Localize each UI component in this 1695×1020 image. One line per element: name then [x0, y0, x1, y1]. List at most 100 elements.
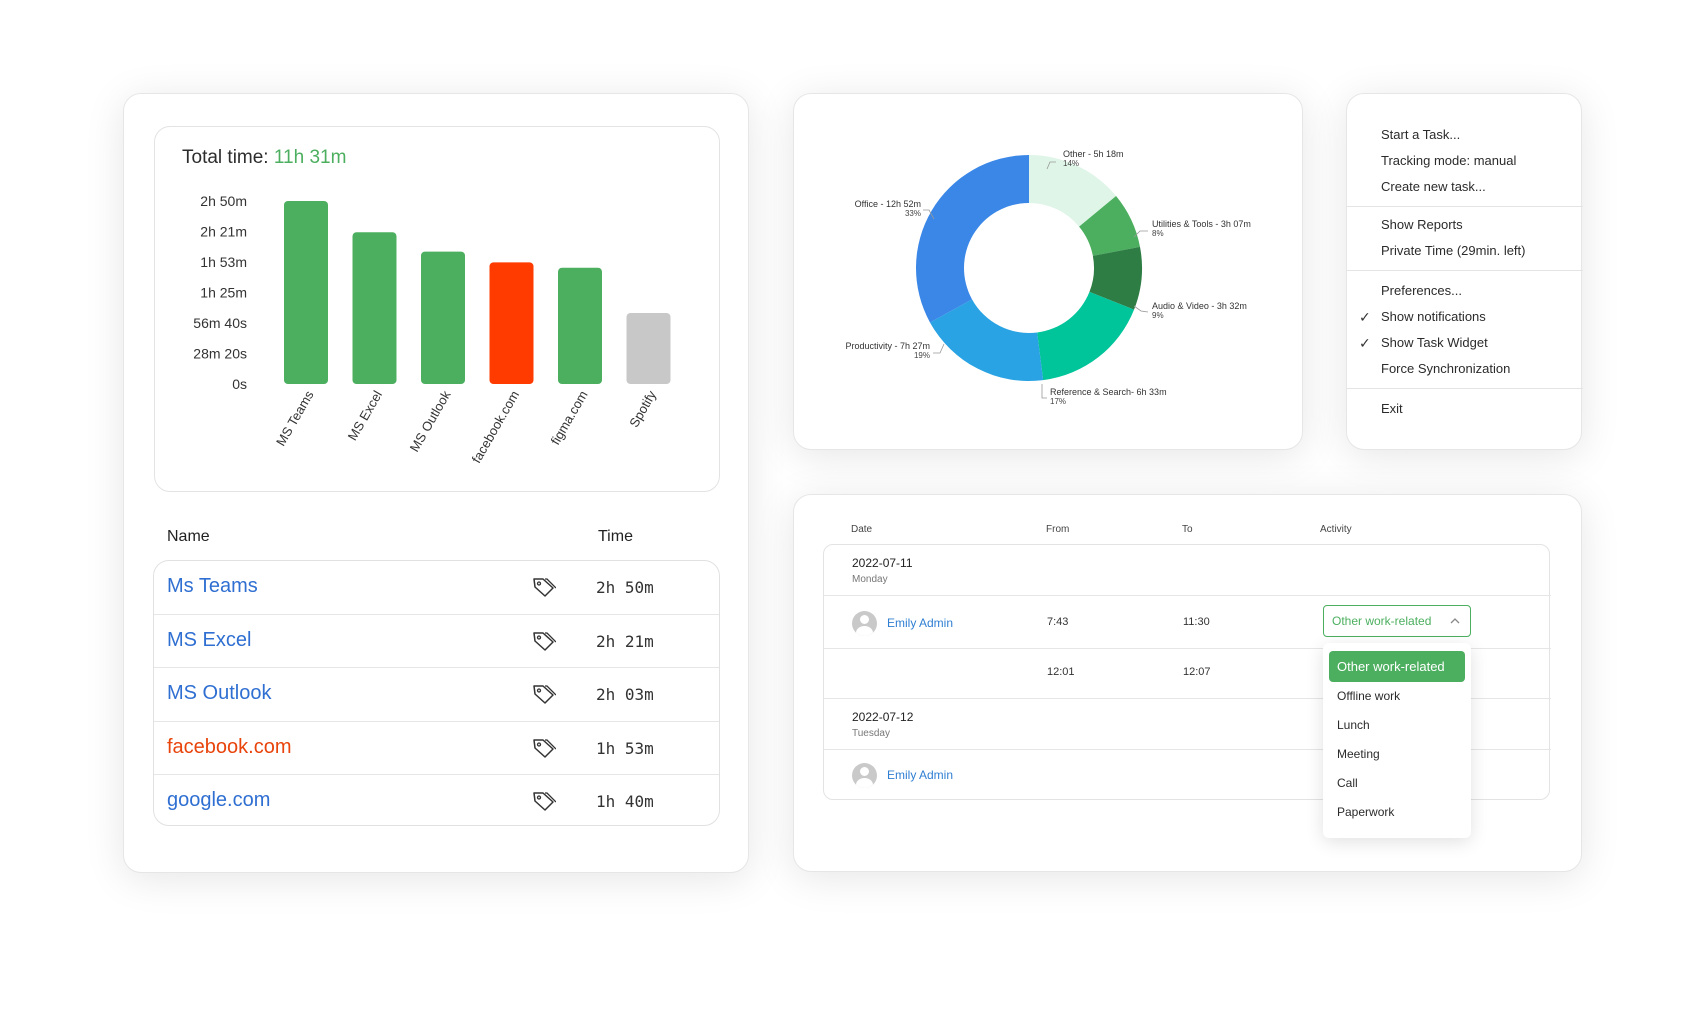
menu-item-exit[interactable]: Exit	[1381, 401, 1403, 416]
menu-item-preferences[interactable]: Preferences...	[1347, 278, 1583, 304]
donut-slice[interactable]	[1079, 195, 1140, 256]
app-bar-chart: 2h 50m 2h 21m 1h 53m 1h 25m 56m 40s 28m 20s 0s…	[193, 193, 671, 466]
user-name[interactable]: Emily Admin	[887, 768, 954, 782]
donut-slice[interactable]	[1037, 291, 1135, 381]
leader-line	[933, 343, 945, 354]
table-row[interactable]: 12:01 12:07	[824, 649, 1551, 699]
donut-slice[interactable]	[1029, 155, 1117, 227]
slice-percent-label: 8%	[1152, 229, 1164, 238]
menu-divider	[1347, 270, 1583, 271]
dropdown-option[interactable]: Lunch	[1337, 718, 1370, 732]
menu-item-show-notifications[interactable]: ✓ Show notifications	[1347, 304, 1583, 330]
menu-item-show-reports[interactable]: Show Reports	[1381, 217, 1463, 232]
bar-chart-panel: Total time: 11h 31m 2h 50m 2h 21m 1h 53m 1h…	[154, 126, 720, 492]
bar-ms-excel[interactable]	[352, 232, 397, 384]
table-row[interactable]: MS Outlook 2h 03m	[154, 668, 719, 722]
dropdown-option[interactable]: Paperwork	[1337, 805, 1395, 819]
app-name[interactable]: facebook.com	[167, 735, 292, 758]
menu-item-tracking-mode[interactable]: Tracking mode: manual	[1381, 153, 1517, 168]
y-tick-label: 1h 25m	[200, 285, 247, 301]
menu-item-start-task[interactable]: Start a Task...	[1381, 127, 1461, 142]
check-icon: ✓	[1359, 335, 1371, 351]
leader-line	[1133, 305, 1149, 313]
activity-select-value: Other work-related	[1332, 614, 1432, 628]
chevron-up-icon	[1450, 618, 1460, 624]
leader-line	[1133, 230, 1148, 238]
slice-percent-label: 19%	[914, 351, 930, 360]
table-row[interactable]: Ms Teams 2h 50m	[154, 561, 719, 615]
menu-item-force-sync[interactable]: Force Synchronization	[1347, 356, 1583, 382]
dropdown-option[interactable]: Call	[1337, 776, 1358, 790]
menu-group-reports: Show Reports Private Time (29min. left)	[1347, 212, 1583, 264]
app-time: 2h 03m	[596, 685, 654, 705]
y-tick-label: 0s	[232, 376, 247, 392]
bar-spotify[interactable]	[626, 312, 671, 384]
slice-label: Audio & Video - 3h 32m	[1152, 301, 1247, 311]
activity-log-card: Date From To Activity 2022-07-11 Monday …	[793, 494, 1582, 872]
to-time: 11:30	[1183, 616, 1210, 628]
slice-percent-label: 33%	[905, 209, 921, 218]
avatar	[852, 611, 877, 636]
app-table-header: Name Time	[167, 528, 687, 546]
menu-item-show-task-widget[interactable]: ✓ Show Task Widget	[1347, 330, 1583, 356]
user-name[interactable]: Emily Admin	[887, 616, 954, 630]
table-row[interactable]: MS Excel 2h 21m	[154, 615, 719, 669]
y-tick-label: 56m 40s	[193, 315, 247, 331]
tag-icon[interactable]	[532, 790, 556, 812]
dropdown-option-selected[interactable]: Other work-related	[1329, 651, 1465, 682]
table-row[interactable]: Emily Admin 7:43 11:30	[824, 596, 1551, 649]
app-name[interactable]: MS Outlook	[167, 682, 272, 705]
to-column-header: To	[1182, 524, 1193, 535]
x-tick-label: facebook.com	[469, 388, 522, 466]
app-name[interactable]: google.com	[167, 789, 271, 812]
activity-table: 2022-07-11 Monday Emily Admin 7:43 11:30…	[823, 544, 1551, 800]
slice-percent-label: 9%	[1152, 311, 1164, 320]
table-row[interactable]: facebook.com 1h 53m	[154, 722, 719, 776]
tag-icon[interactable]	[532, 576, 556, 598]
tag-icon[interactable]	[532, 630, 556, 652]
bar-ms-outlook[interactable]	[421, 251, 465, 384]
slice-label: Reference & Search- 6h 33m	[1050, 387, 1167, 397]
slice-label: Office - 12h 52m	[855, 199, 921, 209]
table-row[interactable]: google.com 1h 40m	[154, 775, 719, 825]
date-label: 2022-07-11	[852, 556, 913, 570]
y-tick-label: 2h 21m	[200, 223, 247, 239]
activity-column-header: Activity	[1320, 524, 1352, 535]
donut-slice[interactable]	[916, 155, 1029, 323]
activity-select[interactable]: Other work-related	[1323, 605, 1471, 637]
app-name[interactable]: MS Excel	[167, 628, 252, 651]
bar-facebook-com[interactable]	[489, 262, 534, 384]
category-donut-card: Other - 5h 18m 14% Utilities & Tools - 3h …	[793, 93, 1303, 450]
to-time: 12:07	[1183, 666, 1211, 678]
x-tick-label: MS Outlook	[407, 388, 454, 455]
leader-line	[1041, 384, 1047, 399]
tag-icon[interactable]	[532, 737, 556, 759]
time-column-header: Time	[598, 528, 633, 545]
date-column-header: Date	[851, 524, 873, 535]
menu-item-private-time[interactable]: Private Time (29min. left)	[1381, 243, 1526, 258]
tag-icon[interactable]	[532, 683, 556, 705]
dropdown-option[interactable]: Offline work	[1337, 689, 1401, 703]
tray-menu: Start a Task... Tracking mode: manual Cr…	[1346, 93, 1583, 450]
activity-dropdown: Other work-related Offline work Lunch Me…	[1323, 643, 1471, 838]
app-time: 1h 40m	[596, 792, 654, 812]
menu-item-create-task[interactable]: Create new task...	[1381, 179, 1486, 194]
donut-slice[interactable]	[929, 299, 1044, 381]
slice-percent-label: 14%	[1063, 159, 1079, 168]
menu-divider	[1347, 206, 1583, 207]
check-icon: ✓	[1359, 309, 1371, 325]
app-time: 1h 53m	[596, 738, 654, 758]
bar-figma-com[interactable]	[558, 267, 602, 384]
donut-slice[interactable]	[1089, 246, 1142, 310]
date-row: 2022-07-11 Monday	[824, 545, 1551, 596]
menu-item-label: Preferences...	[1381, 283, 1462, 298]
dropdown-option[interactable]: Meeting	[1337, 747, 1380, 761]
table-row[interactable]: Emily Admin	[824, 750, 1551, 800]
weekday-label: Tuesday	[852, 728, 890, 739]
menu-item-label: Show notifications	[1381, 309, 1486, 324]
y-tick-label: 1h 53m	[200, 254, 247, 270]
bar-ms-teams[interactable]	[284, 201, 328, 384]
app-name[interactable]: Ms Teams	[167, 575, 258, 597]
from-time: 12:01	[1047, 666, 1075, 678]
